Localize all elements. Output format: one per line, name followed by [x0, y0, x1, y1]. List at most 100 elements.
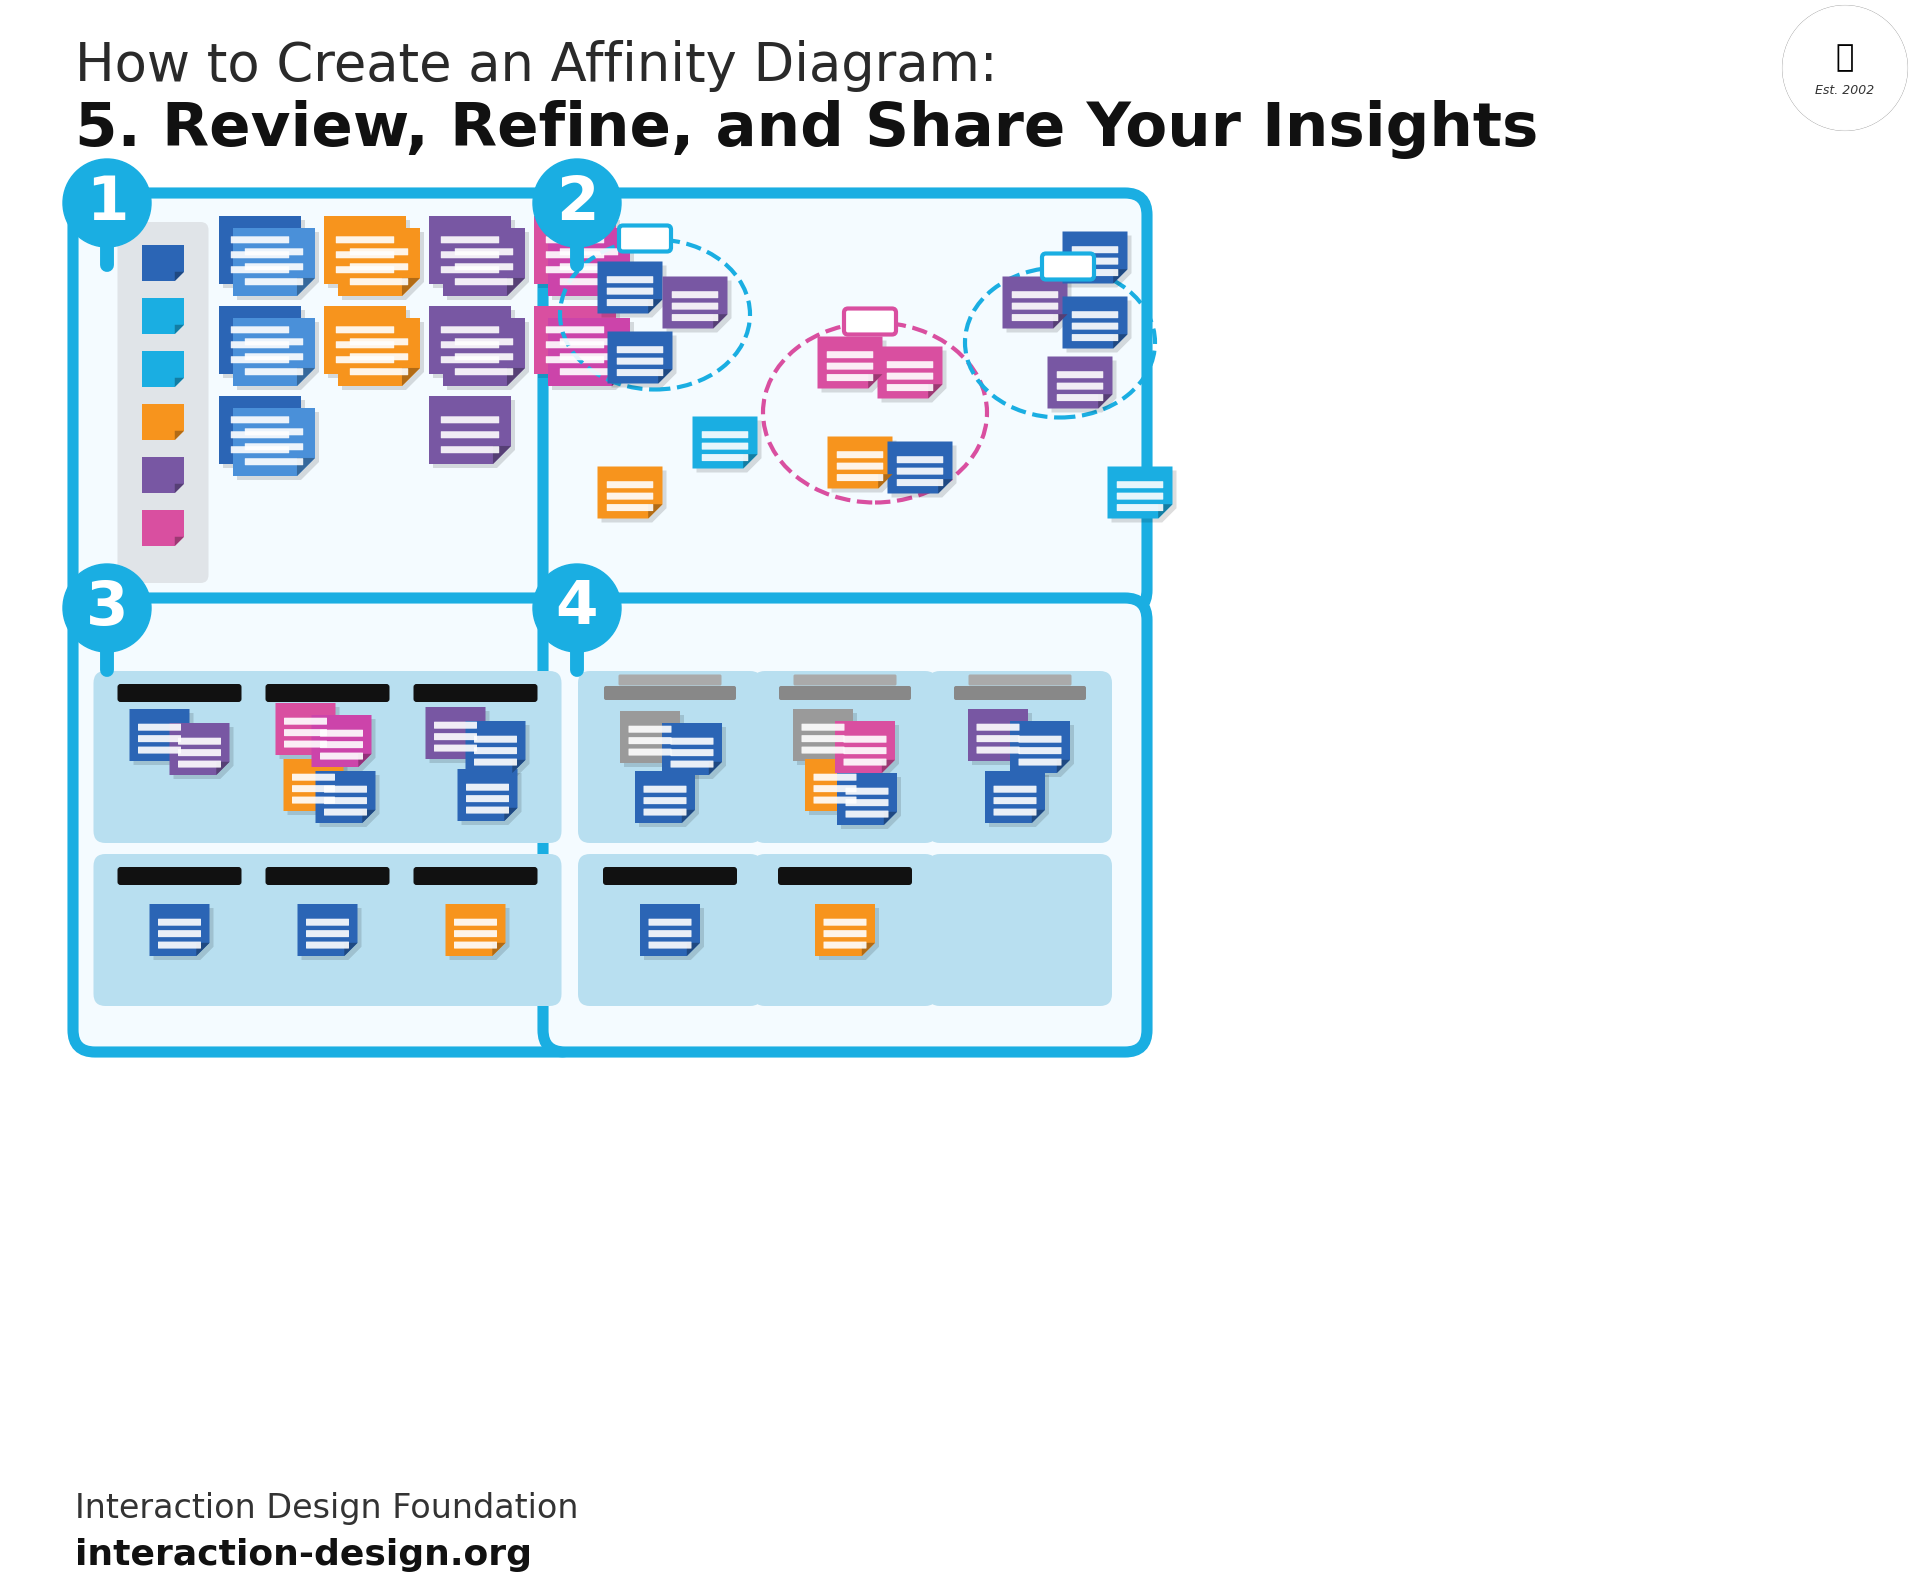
- FancyBboxPatch shape: [1071, 322, 1117, 330]
- Polygon shape: [818, 337, 883, 389]
- Polygon shape: [1014, 725, 1073, 777]
- FancyBboxPatch shape: [246, 354, 303, 360]
- FancyBboxPatch shape: [545, 341, 605, 348]
- Polygon shape: [1056, 760, 1069, 773]
- Polygon shape: [881, 351, 947, 403]
- Polygon shape: [434, 220, 515, 288]
- Polygon shape: [553, 232, 634, 300]
- Polygon shape: [1114, 335, 1127, 349]
- FancyBboxPatch shape: [1018, 758, 1062, 766]
- FancyBboxPatch shape: [246, 428, 303, 436]
- Polygon shape: [434, 310, 515, 378]
- Polygon shape: [814, 904, 876, 956]
- FancyBboxPatch shape: [543, 597, 1146, 1052]
- Polygon shape: [687, 943, 701, 956]
- Polygon shape: [298, 368, 315, 386]
- Polygon shape: [662, 724, 722, 776]
- FancyBboxPatch shape: [977, 747, 1020, 754]
- FancyBboxPatch shape: [349, 248, 409, 256]
- FancyBboxPatch shape: [474, 736, 516, 743]
- FancyBboxPatch shape: [578, 672, 762, 844]
- FancyBboxPatch shape: [670, 760, 714, 768]
- FancyBboxPatch shape: [1056, 382, 1104, 390]
- Text: Interaction Design Foundation: Interaction Design Foundation: [75, 1492, 578, 1525]
- Polygon shape: [344, 943, 357, 956]
- Polygon shape: [401, 368, 420, 386]
- FancyBboxPatch shape: [843, 747, 887, 754]
- FancyBboxPatch shape: [977, 735, 1020, 743]
- Polygon shape: [636, 771, 695, 823]
- FancyBboxPatch shape: [618, 226, 670, 251]
- FancyBboxPatch shape: [545, 237, 605, 243]
- FancyBboxPatch shape: [467, 806, 509, 814]
- Polygon shape: [666, 750, 680, 763]
- FancyBboxPatch shape: [643, 785, 687, 793]
- Polygon shape: [401, 278, 420, 295]
- Polygon shape: [328, 220, 411, 288]
- FancyBboxPatch shape: [837, 463, 883, 469]
- FancyBboxPatch shape: [455, 264, 513, 270]
- FancyBboxPatch shape: [828, 363, 874, 370]
- FancyBboxPatch shape: [413, 684, 538, 702]
- FancyBboxPatch shape: [672, 303, 718, 310]
- FancyBboxPatch shape: [265, 867, 390, 885]
- Polygon shape: [175, 378, 184, 387]
- FancyBboxPatch shape: [887, 362, 933, 368]
- FancyBboxPatch shape: [814, 774, 856, 781]
- FancyBboxPatch shape: [801, 747, 845, 754]
- FancyBboxPatch shape: [474, 758, 516, 766]
- Polygon shape: [624, 716, 684, 766]
- FancyBboxPatch shape: [413, 867, 538, 885]
- FancyBboxPatch shape: [305, 918, 349, 926]
- Polygon shape: [1048, 357, 1112, 409]
- Polygon shape: [236, 232, 319, 300]
- Polygon shape: [169, 724, 230, 776]
- FancyBboxPatch shape: [1018, 747, 1062, 754]
- Polygon shape: [620, 711, 680, 763]
- Polygon shape: [493, 265, 511, 284]
- FancyBboxPatch shape: [453, 918, 497, 926]
- Polygon shape: [223, 220, 305, 288]
- FancyBboxPatch shape: [649, 918, 691, 926]
- Polygon shape: [284, 758, 344, 811]
- FancyBboxPatch shape: [753, 855, 937, 1006]
- Polygon shape: [939, 479, 952, 493]
- FancyBboxPatch shape: [801, 724, 845, 730]
- Polygon shape: [328, 310, 411, 378]
- Polygon shape: [712, 314, 728, 329]
- Polygon shape: [330, 798, 344, 811]
- Polygon shape: [282, 356, 301, 374]
- FancyBboxPatch shape: [305, 931, 349, 937]
- FancyBboxPatch shape: [1012, 291, 1058, 299]
- Polygon shape: [492, 943, 505, 956]
- Polygon shape: [175, 431, 184, 439]
- Polygon shape: [877, 474, 893, 488]
- FancyBboxPatch shape: [349, 338, 409, 346]
- Polygon shape: [493, 446, 511, 465]
- Polygon shape: [883, 812, 897, 825]
- Polygon shape: [513, 760, 526, 773]
- FancyBboxPatch shape: [828, 351, 874, 359]
- Polygon shape: [808, 763, 870, 815]
- FancyBboxPatch shape: [292, 785, 334, 792]
- FancyBboxPatch shape: [230, 327, 290, 333]
- FancyBboxPatch shape: [607, 288, 653, 294]
- FancyBboxPatch shape: [561, 278, 618, 286]
- Polygon shape: [129, 709, 190, 762]
- Polygon shape: [852, 798, 866, 811]
- FancyBboxPatch shape: [561, 264, 618, 270]
- Polygon shape: [461, 773, 522, 825]
- FancyBboxPatch shape: [242, 672, 413, 844]
- Polygon shape: [507, 278, 524, 295]
- Polygon shape: [280, 706, 340, 758]
- Polygon shape: [797, 713, 856, 765]
- Polygon shape: [804, 758, 866, 811]
- FancyBboxPatch shape: [1071, 246, 1117, 253]
- FancyBboxPatch shape: [442, 416, 499, 423]
- FancyBboxPatch shape: [649, 942, 691, 948]
- FancyBboxPatch shape: [1071, 311, 1117, 318]
- FancyBboxPatch shape: [1056, 393, 1104, 401]
- FancyBboxPatch shape: [1117, 482, 1164, 488]
- FancyBboxPatch shape: [434, 744, 476, 752]
- FancyBboxPatch shape: [230, 356, 290, 363]
